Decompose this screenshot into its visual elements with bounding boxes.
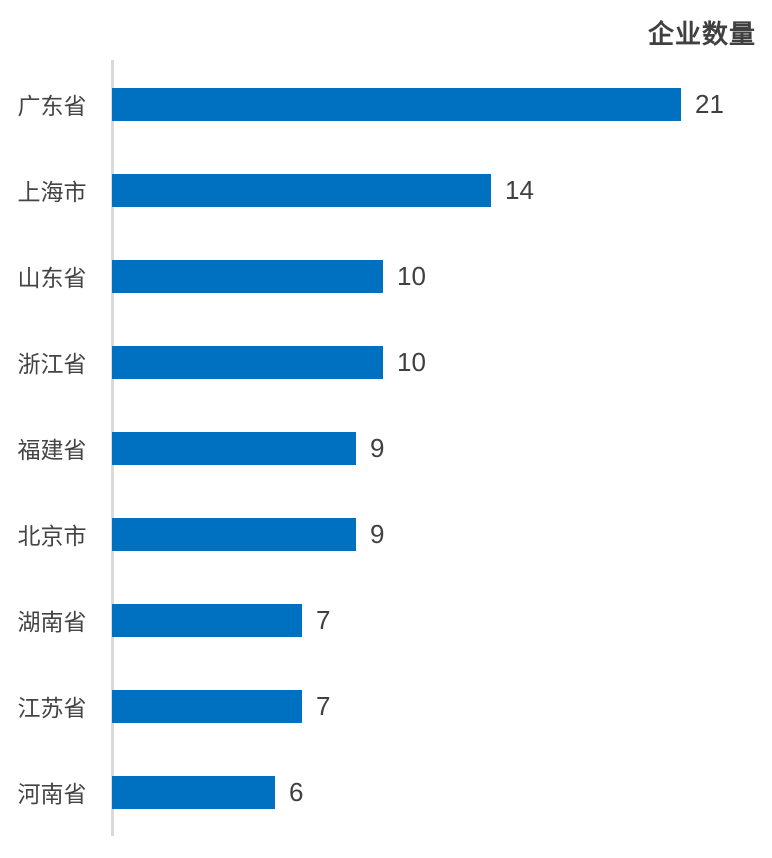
bar bbox=[112, 603, 302, 637]
chart-row: 浙江省 10 bbox=[0, 319, 772, 405]
value-label: 6 bbox=[289, 776, 304, 807]
category-label: 河南省 bbox=[17, 782, 87, 808]
value-label: 7 bbox=[316, 690, 331, 721]
bar bbox=[112, 259, 383, 293]
bar bbox=[112, 173, 491, 207]
value-label: 14 bbox=[505, 174, 534, 205]
bar bbox=[112, 87, 681, 121]
value-label: 21 bbox=[695, 88, 724, 119]
chart-row: 北京市 9 bbox=[0, 491, 772, 577]
category-label: 山东省 bbox=[17, 266, 87, 292]
category-label: 浙江省 bbox=[17, 352, 87, 378]
category-label: 北京市 bbox=[17, 524, 87, 550]
category-label: 湖南省 bbox=[17, 610, 87, 636]
category-label: 江苏省 bbox=[17, 696, 87, 722]
chart-row: 广东省 21 bbox=[0, 61, 772, 147]
category-label: 广东省 bbox=[17, 94, 87, 120]
category-label: 福建省 bbox=[17, 438, 87, 464]
chart-row: 湖南省 7 bbox=[0, 577, 772, 663]
bar bbox=[112, 517, 356, 551]
value-label: 10 bbox=[397, 260, 426, 291]
value-label: 10 bbox=[397, 346, 426, 377]
chart-row: 福建省 9 bbox=[0, 405, 772, 491]
chart-row: 上海市 14 bbox=[0, 147, 772, 233]
value-label: 7 bbox=[316, 604, 331, 635]
chart-row: 山东省 10 bbox=[0, 233, 772, 319]
bar bbox=[112, 689, 302, 723]
chart-title: 企业数量 bbox=[647, 19, 756, 49]
chart-row: 江苏省 7 bbox=[0, 663, 772, 749]
value-label: 9 bbox=[370, 518, 385, 549]
plot-area: 广东省 21 上海市 14 山东省 10 浙江省 10 福建省 9 北京市 9 湖南省 7 江苏省 7 河南省 6 bbox=[0, 61, 772, 835]
bar bbox=[112, 431, 356, 465]
value-label: 9 bbox=[370, 432, 385, 463]
category-label: 上海市 bbox=[17, 180, 87, 206]
bar bbox=[112, 345, 383, 379]
chart-row: 河南省 6 bbox=[0, 749, 772, 835]
bar bbox=[112, 775, 275, 809]
